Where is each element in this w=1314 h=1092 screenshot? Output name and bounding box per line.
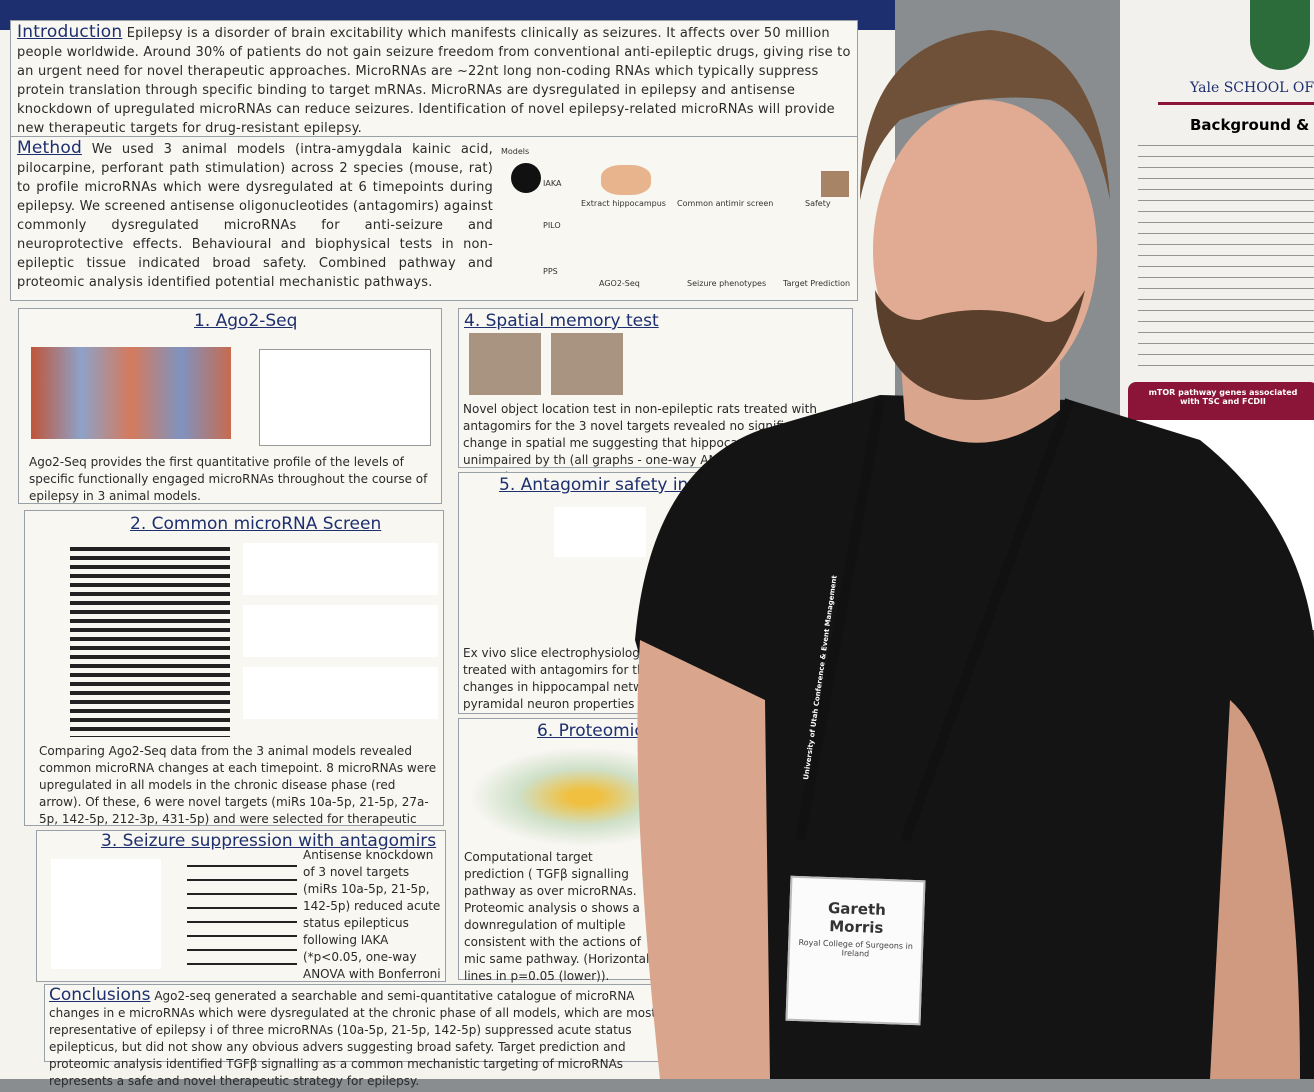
arm	[1210, 700, 1300, 1079]
arena-photo	[551, 333, 623, 395]
beard	[875, 290, 1085, 400]
boxplot	[259, 349, 431, 446]
conclusions-title: Conclusions	[49, 985, 151, 1005]
fig-label: Common antimir screen	[677, 199, 774, 208]
rule	[1158, 102, 1314, 105]
intro-title: Introduction	[17, 22, 123, 42]
plot-grid	[243, 543, 438, 728]
fig-label: AGO2-Seq	[599, 279, 640, 288]
fig-label: IAKA	[543, 179, 562, 188]
fig-label: Models	[501, 147, 530, 156]
hair	[860, 30, 1110, 200]
fig-label: PPS	[543, 267, 558, 276]
section-caption: Ex vivo slice electrophysiology treated …	[463, 646, 688, 711]
section-2: 2. Common microRNA Screen Comparing Ago2…	[24, 510, 444, 843]
intro-body: Epilepsy is a disorder of brain excitabi…	[17, 26, 851, 136]
seizure-plot	[51, 859, 161, 969]
method-box: Method We used 3 animal models (intra-am…	[10, 136, 858, 301]
eeg-traces	[187, 859, 297, 969]
conclusions-body: Ago2-seq generated a searchable and semi…	[49, 989, 657, 1088]
section-title: 2. Common microRNA Screen	[130, 514, 382, 534]
section-1: 1. Ago2-Seq Ago2-Seq provides the first …	[18, 308, 442, 504]
mtor-title: mTOR pathway genes associated with TSC a…	[1148, 388, 1298, 406]
section-title: 3. Seizure suppression with antagomirs	[101, 831, 437, 851]
bullets	[1138, 140, 1314, 370]
section-caption: Ago2-Seq provides the first quantitative…	[29, 455, 428, 503]
section-title: 1. Ago2-Seq	[194, 311, 298, 331]
heatmap	[31, 347, 231, 439]
safety-image	[821, 171, 849, 197]
intro-box: Introduction Epilepsy is a disorder of b…	[10, 20, 858, 142]
conclusions-text: Conclusions Ago2-seq generated a searcha…	[45, 985, 673, 1092]
fig-label: Target Prediction	[783, 279, 851, 288]
bar-figure	[70, 547, 230, 737]
arena-photo	[469, 333, 541, 395]
badge-affiliation: Royal College of Surgeons in Ireland	[798, 938, 914, 959]
method-body: We used 3 animal models (intra-amygdala …	[17, 142, 493, 290]
heading: Background & O	[1190, 116, 1314, 134]
section-caption: Comparing Ago2-Seq data from the 3 anima…	[39, 744, 437, 843]
section-caption: Computational target prediction ( TGFβ s…	[464, 850, 650, 983]
method-title: Method	[17, 138, 82, 158]
name-badge: Gareth Morris Royal College of Surgeons …	[785, 875, 926, 1026]
mouse-icon	[511, 163, 541, 193]
lanyard	[795, 398, 1075, 842]
school-name: Yale SCHOOL OF ME	[1190, 80, 1314, 96]
section-title: 4. Spatial memory test	[464, 311, 659, 331]
method-text: Method We used 3 animal models (intra-am…	[17, 139, 493, 292]
intro-text: Introduction Epilepsy is a disorder of b…	[11, 21, 857, 140]
fig-label: PILO	[543, 221, 561, 230]
fig-label: Extract hippocampus	[581, 199, 666, 208]
fig-label: Seizure phenotypes	[687, 279, 767, 288]
fig-label: Safety	[805, 199, 831, 208]
trace-plot	[554, 507, 646, 557]
yale-shield	[1250, 0, 1310, 70]
brain-icon	[601, 165, 651, 195]
arm	[637, 640, 770, 1079]
